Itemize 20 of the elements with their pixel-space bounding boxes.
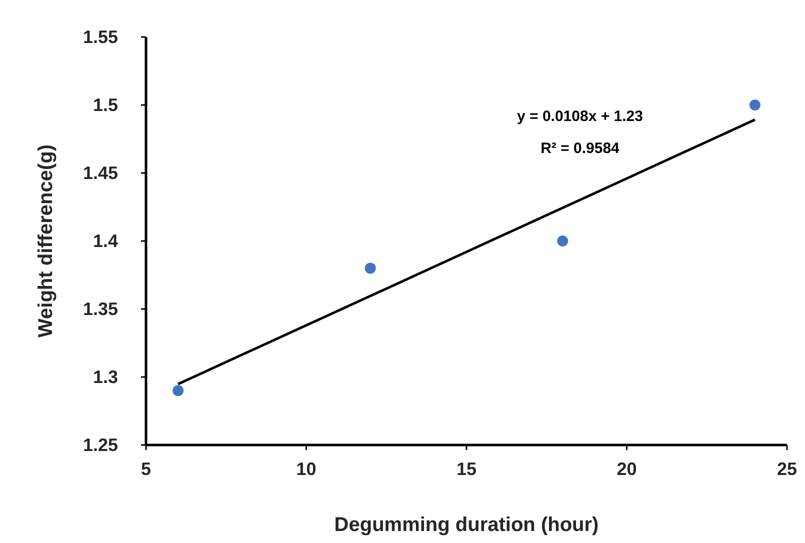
point	[749, 100, 760, 110]
point	[364, 262, 376, 274]
y-tick-label: 1.35	[82, 299, 118, 319]
y-tick-label: 1.5	[92, 95, 118, 115]
x-tick-label: 10	[296, 459, 316, 479]
y-tick-label: 1.3	[92, 367, 118, 387]
x-axis-title: Degumming duration (hour)	[334, 514, 599, 536]
y-tick-label: 1.45	[82, 163, 118, 183]
y-tick-label: 1.55	[82, 27, 118, 47]
point	[172, 385, 184, 396]
annotation: y = 0.0108x + 1.23	[517, 108, 643, 125]
y-axis-title: Weight difference(g)	[35, 144, 57, 338]
x-tick-label: 25	[776, 459, 798, 479]
x-tick-label: 15	[456, 459, 477, 479]
annotation: R² = 0.9584	[540, 140, 620, 157]
point	[557, 236, 568, 246]
y-tick-label: 1.25	[82, 435, 118, 455]
x-tick-label: 5	[140, 459, 152, 479]
y-tick-label: 1.4	[92, 231, 118, 251]
x-tick-label: 20	[616, 459, 637, 479]
